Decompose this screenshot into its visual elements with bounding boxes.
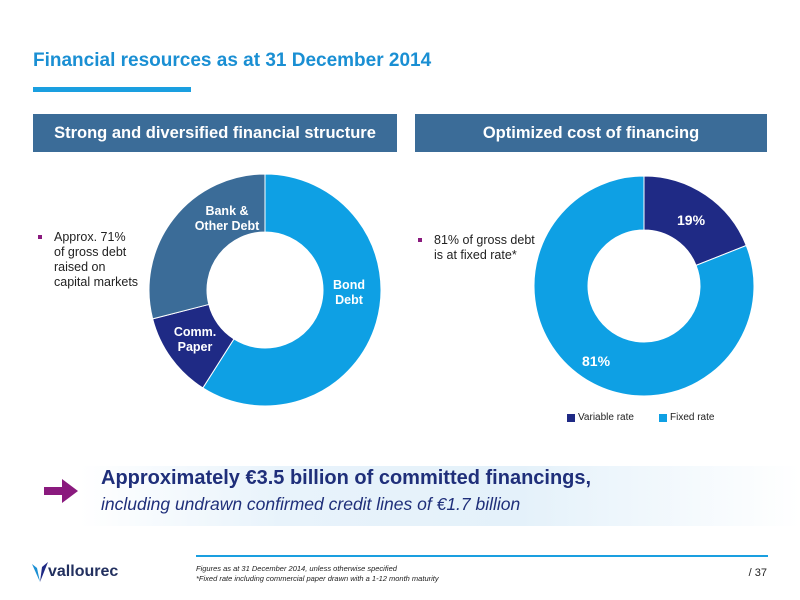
banner-sub-text: including undrawn confirmed credit lines… bbox=[101, 494, 521, 514]
left-panel-header: Strong and diversified financial structu… bbox=[33, 114, 397, 152]
legend-label-variable-rate: Variable rate bbox=[578, 412, 634, 423]
slice-label-fixed-rate: 81% bbox=[582, 353, 611, 369]
left-panel-header-label: Strong and diversified financial structu… bbox=[54, 123, 376, 142]
debt-slice-bank-other-debt bbox=[148, 173, 266, 320]
right-arrow-icon bbox=[44, 479, 78, 503]
debt-slice-bond-debt bbox=[202, 173, 382, 407]
right-panel-header-label: Optimized cost of financing bbox=[482, 123, 700, 142]
slice-label-comm-paper: Comm. Paper bbox=[173, 325, 217, 354]
legend-swatch-fixed-rate bbox=[659, 413, 667, 422]
slide-title: Financial resources as at 31 December 20… bbox=[33, 50, 432, 71]
vallourec-logo-icon bbox=[32, 562, 48, 582]
debt-structure-donut-chart bbox=[148, 173, 382, 407]
legend-item-fixed-rate: Fixed rate bbox=[659, 412, 714, 423]
right-bullet: 81% of gross debt is at fixed rate* bbox=[418, 233, 548, 273]
left-bullet: Approx. 71% of gross debt raised on capi… bbox=[38, 230, 158, 300]
legend-swatch-variable-rate bbox=[567, 413, 575, 422]
summary-banner bbox=[0, 466, 800, 526]
title-underline bbox=[33, 87, 191, 92]
rate-slice-variable-rate bbox=[643, 175, 747, 267]
slice-label-variable-rate: 19% bbox=[677, 212, 706, 228]
footnote-2: *Fixed rate including commercial paper d… bbox=[196, 574, 439, 583]
footer-rule bbox=[196, 555, 768, 557]
slice-label-bond-debt: Bond Debt bbox=[333, 278, 365, 307]
left-bullet-text: Approx. 71% of gross debt raised on capi… bbox=[54, 230, 139, 289]
bullet-marker bbox=[418, 238, 422, 242]
slice-label-bank-other-debt: Bank & Other Debt bbox=[194, 204, 260, 233]
logo-wordmark: vallourec bbox=[48, 563, 119, 580]
rate-slice-fixed-rate bbox=[533, 175, 755, 397]
rate-structure-donut-chart bbox=[533, 175, 755, 397]
legend-label-fixed-rate: Fixed rate bbox=[670, 412, 715, 423]
right-bullet-text: 81% of gross debt is at fixed rate* bbox=[434, 233, 535, 262]
legend-item-variable-rate: Variable rate bbox=[567, 412, 634, 423]
footnote-1: Figures as at 31 December 2014, unless o… bbox=[196, 564, 397, 573]
bullet-marker bbox=[38, 235, 42, 239]
banner-main-text: Approximately €3.5 billion of committed … bbox=[101, 467, 592, 489]
page-number: / 37 bbox=[748, 567, 767, 579]
right-panel-header: Optimized cost of financing bbox=[415, 114, 767, 152]
